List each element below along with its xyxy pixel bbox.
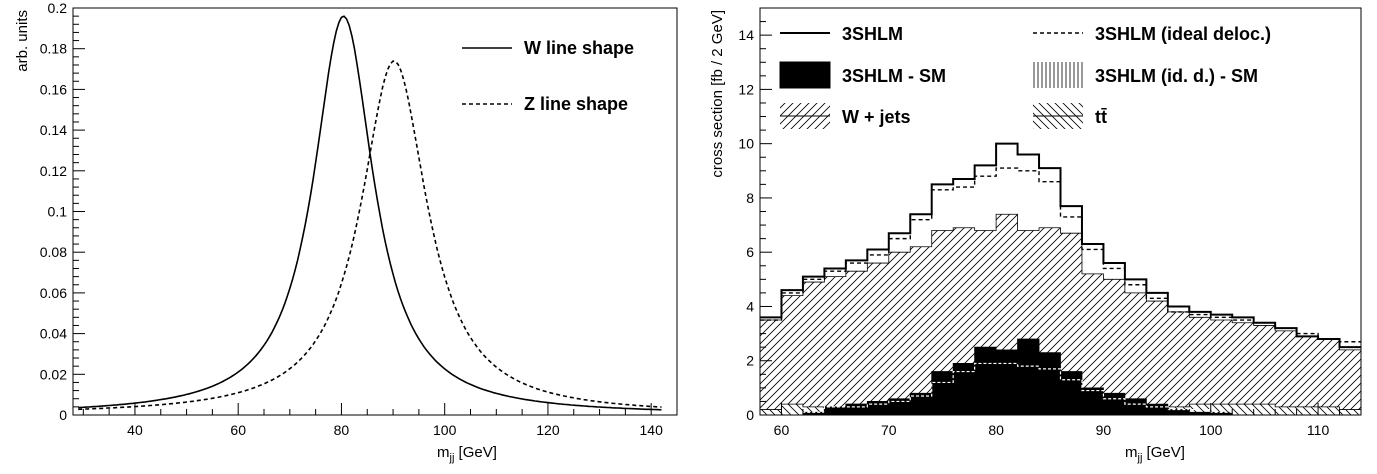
left-y-tick-label: 0: [59, 407, 67, 423]
right-x-axis-title: mjj [GeV]: [1125, 444, 1185, 464]
right-x-tick-label: 60: [774, 422, 790, 438]
right-x-tick-label: 100: [1199, 422, 1223, 438]
left-y-tick-label: 0.02: [40, 366, 67, 382]
right-y-tick-label: 8: [746, 190, 754, 206]
right-legend-label: 3SHLM: [842, 24, 903, 44]
left-y-tick-label: 0.16: [40, 81, 67, 97]
left-y-tick-label: 0.18: [40, 41, 67, 57]
right-y-tick-label: 4: [746, 298, 754, 314]
right-legend-swatch: [1033, 62, 1083, 88]
left-plot-frame: [72, 7, 678, 416]
right-x-tick-label: 80: [988, 422, 1004, 438]
left-legend-label: Z line shape: [524, 94, 628, 114]
left-chart: 0 0.02 0.04 0.06 0.08 0.1 0.12 0.14 0.16 0.18 0.2 4…: [14, 0, 678, 464]
left-y-tick-label: 0.04: [40, 326, 67, 342]
right-legend-label: W + jets: [842, 107, 911, 127]
right-y-tick-label: 0: [746, 407, 754, 423]
right-plot-area: [760, 142, 1361, 415]
shlm-idd-minus-sm-histogram: [760, 362, 1361, 415]
right-x-axis-title-unit: [GeV]: [1142, 444, 1185, 461]
left-x-axis-title-m: m: [437, 444, 450, 461]
right-x-tick-label: 110: [1307, 422, 1330, 438]
left-x-axis-title-unit: [GeV]: [454, 444, 497, 461]
left-x-axis-title: mjj [GeV]: [437, 444, 497, 464]
right-y-tick-label: 12: [738, 81, 754, 97]
right-y-tick-label: 10: [738, 136, 754, 152]
left-y-axis-title: arb. units: [14, 10, 31, 72]
left-x-tick-label: 80: [334, 422, 350, 438]
left-y-tick-label: 0.08: [40, 244, 67, 260]
right-y-axis-title: cross section [fb / 2 GeV]: [709, 10, 726, 178]
left-x-tick-label: 40: [127, 422, 143, 438]
right-y-tick-label: 14: [738, 27, 754, 43]
right-legend-label: tt̄: [1095, 107, 1107, 127]
shlm-histogram: [760, 142, 1361, 349]
left-y-tick-label: 0.14: [40, 122, 67, 138]
right-x-axis-title-sub: jj: [1137, 452, 1143, 464]
w-line-shape-curve: [78, 15, 662, 411]
right-x-axis-title-m: m: [1125, 444, 1138, 461]
right-chart: 0 2 4 6 8 10 12 14 60 70 80 90 100 110 cross section […: [709, 7, 1362, 464]
left-x-tick-label: 60: [230, 422, 246, 438]
left-x-tick-label: 100: [433, 422, 457, 438]
right-y-tick-label: 2: [746, 353, 754, 369]
left-y-tick-label: 0.2: [48, 0, 68, 16]
right-x-tick-label: 70: [881, 422, 897, 438]
right-x-tick-label: 90: [1096, 422, 1112, 438]
left-x-axis-title-sub: jj: [449, 452, 455, 464]
right-legend-label: 3SHLM - SM: [842, 66, 946, 86]
right-legend-label: 3SHLM (ideal deloc.): [1095, 24, 1271, 44]
left-y-tick-label: 0.1: [48, 204, 68, 220]
right-legend-label: 3SHLM (id. d.) - SM: [1095, 66, 1258, 86]
left-y-tick-label: 0.06: [40, 285, 67, 301]
right-legend-swatch: [779, 61, 831, 89]
left-y-tick-label: 0.12: [40, 163, 67, 179]
z-line-shape-curve: [78, 60, 662, 411]
left-legend-label: W line shape: [524, 38, 634, 58]
right-y-tick-label: 6: [746, 244, 754, 260]
left-x-tick-label: 120: [536, 422, 560, 438]
left-x-tick-label: 140: [640, 422, 664, 438]
